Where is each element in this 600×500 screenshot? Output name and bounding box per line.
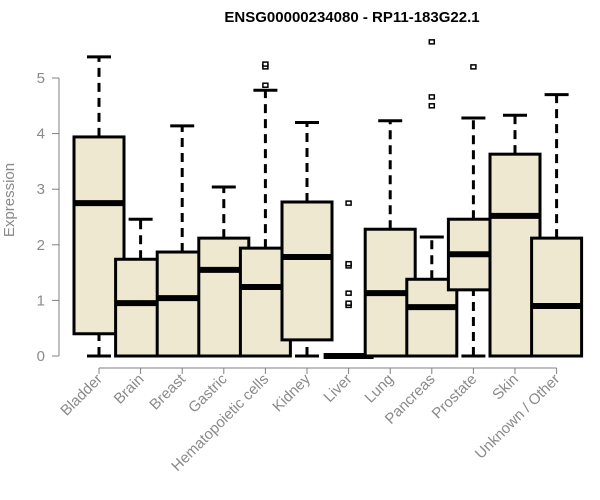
x-tick-label: Lung <box>361 371 397 407</box>
box-iqr <box>530 236 584 358</box>
y-axis: 0 1 2 3 4 5 <box>37 70 60 365</box>
x-tick-label: Liver <box>320 371 355 406</box>
y-tick-label: 4 <box>37 126 45 143</box>
chart-title: ENSG00000234080 - RP11-183G22.1 <box>224 9 479 26</box>
box-unknown-other <box>530 93 584 358</box>
outlier-point <box>262 61 269 67</box>
y-tick-label: 5 <box>37 70 45 87</box>
y-tick-label: 3 <box>37 181 45 198</box>
y-tick-label: 0 <box>37 348 45 365</box>
x-tick-label: Bladder <box>57 371 106 420</box>
x-tick-label: Skin <box>489 371 522 404</box>
x-tick-label: Breast <box>146 370 189 413</box>
box-iqr <box>405 277 459 358</box>
outlier-point <box>428 103 436 109</box>
outlier-point <box>345 300 352 306</box>
y-tick-label: 1 <box>37 292 45 309</box>
x-tick-label: Kidney <box>269 370 314 415</box>
box-pancreas <box>405 39 459 358</box>
box-kidney <box>280 120 334 358</box>
y-tick-label: 2 <box>37 237 45 254</box>
x-tick-label: Prostate <box>429 371 481 423</box>
outlier-point <box>345 260 352 267</box>
outlier-point <box>470 64 477 70</box>
box-iqr <box>280 200 334 342</box>
outlier-point <box>345 200 352 206</box>
y-axis-label: Expression <box>1 163 18 237</box>
outlier-point <box>345 290 352 296</box>
outlier-point <box>428 39 436 45</box>
x-tick-label: Brain <box>111 371 148 408</box>
outlier-point <box>428 94 436 100</box>
outlier-point <box>262 82 269 88</box>
boxes <box>72 39 584 359</box>
